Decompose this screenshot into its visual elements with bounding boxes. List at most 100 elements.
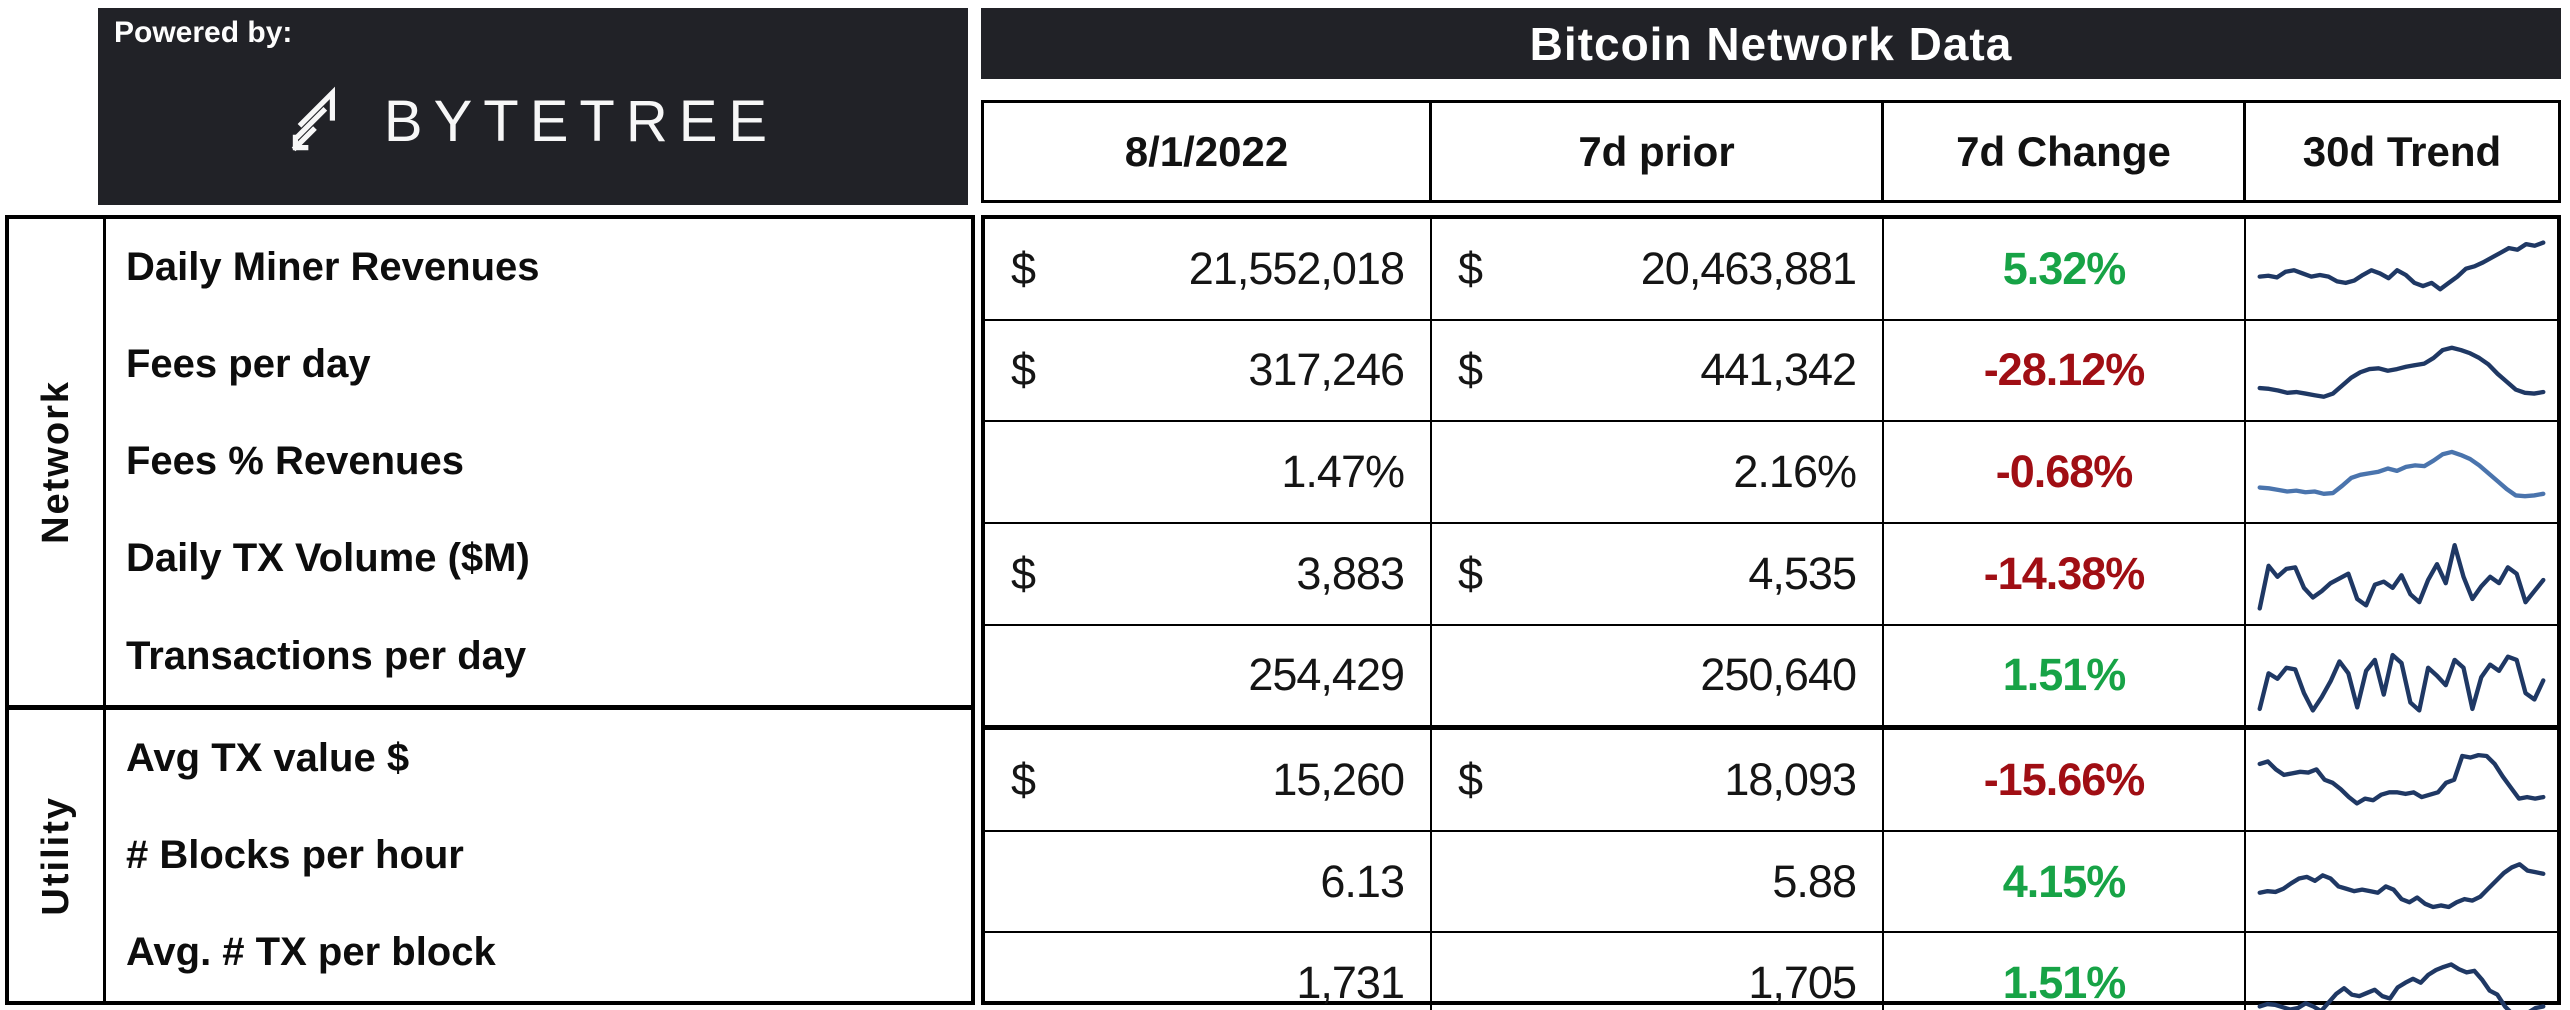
trend-cell <box>2246 730 2557 830</box>
utility-metric-list: Avg TX value $ # Blocks per hour Avg. # … <box>106 710 971 1001</box>
metric-row: Fees per day <box>106 316 971 413</box>
table-row: 254,429 250,640 1.51% <box>985 623 2557 726</box>
metric-row: # Blocks per hour <box>106 807 971 904</box>
network-group-cell: Network <box>9 219 106 705</box>
current-value: 15,260 <box>1272 753 1405 805</box>
current-value-cell: $317,246 <box>985 320 1432 421</box>
prior-value: 18,093 <box>1724 753 1857 805</box>
sparkline-chart <box>2257 652 2546 713</box>
bytetree-logo: BYTETREE <box>98 66 968 176</box>
metric-label: # Blocks per hour <box>126 832 464 877</box>
prior-value-cell: 2.16% <box>1432 422 1884 522</box>
table-row: 1,731 1,705 1.51% <box>985 931 2557 1010</box>
column-header-7d-prior: 7d prior <box>1432 103 1884 200</box>
trend-cell <box>2246 321 2557 421</box>
network-metric-list: Daily Miner Revenues Fees per day Fees %… <box>106 219 971 705</box>
current-value: 3,883 <box>1296 547 1405 599</box>
current-value-cell: 1.47% <box>985 422 1432 522</box>
sparkline-chart <box>2257 345 2546 399</box>
change-cell: 1.51% <box>1884 625 2246 726</box>
metric-row: Avg. # TX per block <box>106 904 971 1001</box>
table-row: $15,260 $18,093 -15.66% <box>985 730 2557 830</box>
metric-row: Daily Miner Revenues <box>106 219 971 316</box>
bytetree-wordmark: BYTETREE <box>383 88 779 154</box>
prior-value: 1,705 <box>1748 957 1857 1009</box>
metric-label: Avg TX value $ <box>126 735 410 780</box>
current-value-cell: 6.13 <box>985 831 1432 932</box>
sparkline-chart <box>2257 542 2546 611</box>
logo-panel: Powered by: BYTETREE <box>98 8 968 205</box>
prior-value: 250,640 <box>1700 649 1857 701</box>
table-row: 6.13 5.88 4.15% <box>985 829 2557 932</box>
utility-group-cell: Utility <box>9 709 106 1001</box>
currency-symbol: $ <box>1458 242 1483 294</box>
current-value: 1,731 <box>1296 957 1405 1009</box>
prior-value-cell: $4,535 <box>1432 523 1884 624</box>
network-data-rows: $21,552,018 $20,463,881 5.32% $317,246 $… <box>985 219 2557 726</box>
current-value: 254,429 <box>1248 649 1405 701</box>
current-value-cell: $3,883 <box>985 523 1432 624</box>
column-header-date: 8/1/2022 <box>984 103 1432 200</box>
change-cell: 1.51% <box>1884 933 2246 1010</box>
prior-value: 4,535 <box>1748 547 1857 599</box>
sparkline-chart <box>2257 753 2546 806</box>
currency-symbol: $ <box>1458 753 1483 805</box>
currency-symbol: $ <box>1011 753 1036 805</box>
prior-value-cell: 250,640 <box>1432 625 1884 726</box>
currency-symbol: $ <box>1011 242 1036 294</box>
change-cell: 4.15% <box>1884 831 2246 932</box>
change-value: -0.68% <box>1995 446 2134 498</box>
prior-value-cell: 5.88 <box>1432 831 1884 932</box>
network-group-labels: Network Daily Miner Revenues Fees per da… <box>9 219 971 705</box>
trend-cell <box>2246 422 2557 522</box>
table-row: $317,246 $441,342 -28.12% <box>985 318 2557 421</box>
powered-by-label: Powered by: <box>114 16 293 49</box>
table-title: Bitcoin Network Data <box>1529 17 2013 70</box>
change-cell: -28.12% <box>1884 320 2246 421</box>
prior-value-cell: $441,342 <box>1432 320 1884 421</box>
current-value: 1.47% <box>1281 446 1405 498</box>
metric-label: Avg. # TX per block <box>126 929 496 974</box>
change-value: 5.32% <box>2002 242 2127 294</box>
currency-symbol: $ <box>1011 547 1036 599</box>
prior-value-cell: 1,705 <box>1432 933 1884 1010</box>
trend-cell <box>2246 626 2557 726</box>
currency-symbol: $ <box>1458 344 1483 396</box>
change-cell: 5.32% <box>1884 219 2246 319</box>
sparkline-chart <box>2257 240 2546 292</box>
column-header-7d-change: 7d Change <box>1884 103 2246 200</box>
current-value: 6.13 <box>1320 855 1405 907</box>
metric-row: Fees % Revenues <box>106 413 971 510</box>
prior-value: 2.16% <box>1733 446 1857 498</box>
metric-label: Fees per day <box>126 342 371 387</box>
sparkline-chart <box>2257 962 2546 1010</box>
utility-data-rows: $15,260 $18,093 -15.66% 6.13 5.88 4.15% … <box>985 725 2557 1010</box>
change-cell: -14.38% <box>1884 523 2246 624</box>
column-header-row: 8/1/2022 7d prior 7d Change 30d Trend <box>981 100 2561 203</box>
metric-row: Avg TX value $ <box>106 710 971 807</box>
trend-cell <box>2246 832 2557 932</box>
prior-value: 5.88 <box>1772 855 1857 907</box>
metric-label: Daily TX Volume ($M) <box>126 536 530 581</box>
network-group-label: Network <box>34 379 77 544</box>
trend-cell <box>2246 219 2557 319</box>
utility-group-label: Utility <box>34 795 77 916</box>
current-value-cell: $15,260 <box>985 730 1432 830</box>
change-value: -28.12% <box>1983 344 2146 396</box>
data-table: $21,552,018 $20,463,881 5.32% $317,246 $… <box>981 215 2561 1010</box>
bytetree-arrow-icon <box>291 86 335 152</box>
currency-symbol: $ <box>1011 344 1036 396</box>
change-value: 1.51% <box>2002 957 2127 1009</box>
prior-value-cell: $20,463,881 <box>1432 219 1884 319</box>
metric-label: Transactions per day <box>126 633 527 678</box>
sparkline-chart <box>2257 450 2546 499</box>
metric-row: Daily TX Volume ($M) <box>106 510 971 607</box>
change-value: 1.51% <box>2002 649 2127 701</box>
metric-label-table: Network Daily Miner Revenues Fees per da… <box>5 215 975 1005</box>
currency-symbol: $ <box>1458 547 1483 599</box>
change-cell: -0.68% <box>1884 422 2246 522</box>
current-value-cell: $21,552,018 <box>985 219 1432 319</box>
column-header-30d-trend: 30d Trend <box>2302 127 2502 175</box>
prior-value: 20,463,881 <box>1640 242 1857 294</box>
